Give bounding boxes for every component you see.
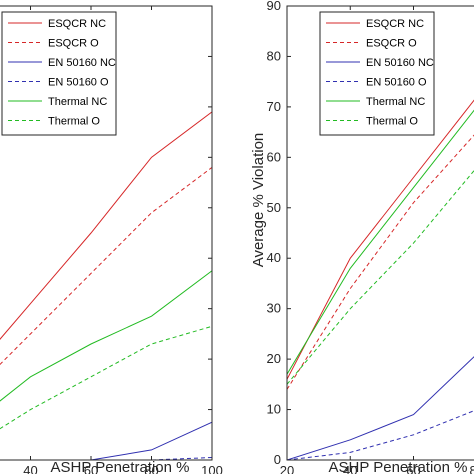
y-tick-label: 60 (267, 149, 281, 164)
legend-box (319, 11, 435, 136)
legend-entry: EN 50160 NC (48, 57, 116, 69)
x-tick-label: 40 (343, 463, 357, 474)
x-axis-label: ASHP Penetration % (329, 459, 468, 474)
x-tick-label: 40 (23, 463, 37, 474)
y-tick-label: 0 (274, 452, 281, 467)
series-line-6 (0, 325, 212, 430)
series-line-5 (0, 270, 212, 402)
y-tick-label: 70 (267, 99, 281, 114)
legend-entry: ESQCR O (48, 38, 99, 50)
x-tick-label: 80 (144, 463, 158, 474)
series-line-3 (287, 356, 474, 460)
x-tick-label: 20 (280, 463, 294, 474)
series-lines (287, 99, 474, 460)
legend-entry: EN 50160 O (366, 77, 427, 89)
series-line-1 (287, 99, 474, 380)
series-lines (0, 111, 212, 460)
y-tick-label: 40 (267, 250, 281, 265)
series-line-5 (287, 109, 474, 375)
legend-entry: ESQCR O (366, 38, 417, 50)
series-line-2 (287, 134, 474, 390)
series-line-1 (0, 111, 212, 340)
legend-entry: ESQCR NC (366, 18, 424, 30)
chart-panel-2: 20 40 60 80 0 10 20 30 40 50 60 70 80 90 ASHP Penetrat… (250, 0, 474, 474)
legend-entry: EN 50160 NC (366, 57, 434, 69)
series-line-4 (287, 410, 474, 460)
legend-entry: Thermal O (366, 116, 418, 128)
legend: ESQCR NC ESQCR O EN 50160 NC EN 50160 O Ther… (1, 11, 117, 136)
legend-entry: Thermal O (48, 116, 100, 128)
series-line-6 (287, 169, 474, 385)
legend-box (1, 11, 117, 136)
y-tick-label: 50 (267, 200, 281, 215)
series-line-2 (0, 167, 212, 366)
y-axis-label: Average % Violation (250, 133, 267, 268)
x-tick-label: 80 (470, 463, 474, 474)
legend-entry: Thermal NC (366, 96, 425, 108)
x-tick-label: 60 (84, 463, 98, 474)
x-tick-label: 60 (406, 463, 420, 474)
legend-entry: EN 50160 O (48, 77, 109, 89)
x-axis-label: ASHP Penetration % (51, 459, 190, 474)
y-tick-label: 20 (267, 351, 281, 366)
y-tick-label: 10 (267, 402, 281, 417)
legend-entry: Thermal NC (48, 96, 107, 108)
x-tick-label: 100 (201, 463, 223, 474)
legend: ESQCR NC ESQCR O EN 50160 NC EN 50160 O Ther… (319, 11, 435, 136)
legend-entry: ESQCR NC (48, 18, 106, 30)
y-tick-label: 30 (267, 301, 281, 316)
y-tick-label: 90 (267, 0, 281, 13)
y-tick-label: 80 (267, 48, 281, 63)
series-line-3 (0, 421, 212, 460)
